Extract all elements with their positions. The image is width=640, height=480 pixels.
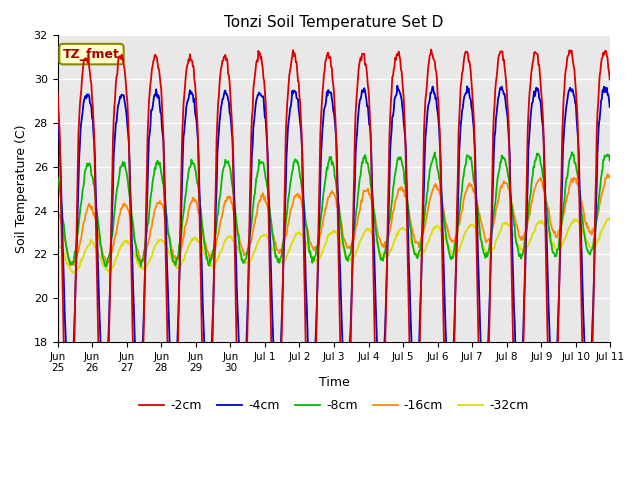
Line: -4cm: -4cm — [58, 86, 610, 400]
-16cm — [391, 198, 399, 204]
Line: -2cm: -2cm — [58, 49, 610, 480]
Line: -8cm: -8cm — [58, 152, 610, 266]
Text: TZ_fmet: TZ_fmet — [63, 48, 120, 60]
-4cm — [135, 397, 143, 403]
Title: Tonzi Soil Temperature Set D: Tonzi Soil Temperature Set D — [224, 15, 444, 30]
-2cm — [248, 114, 256, 120]
-32cm — [54, 243, 61, 249]
-8cm — [568, 149, 576, 155]
-8cm — [422, 201, 430, 207]
-32cm — [221, 239, 228, 244]
-4cm — [423, 118, 431, 124]
-4cm — [269, 326, 276, 332]
Line: -32cm: -32cm — [58, 218, 610, 273]
-32cm — [248, 255, 256, 261]
X-axis label: Time: Time — [319, 376, 349, 389]
-32cm — [119, 240, 127, 246]
-32cm — [269, 246, 276, 252]
Line: -16cm: -16cm — [58, 174, 610, 265]
-32cm — [606, 216, 614, 222]
-32cm — [605, 216, 613, 221]
-2cm — [422, 91, 430, 97]
-32cm — [422, 244, 430, 250]
-16cm — [604, 171, 611, 177]
-32cm — [391, 237, 399, 242]
-16cm — [67, 263, 74, 268]
-8cm — [606, 157, 614, 163]
Legend: -2cm, -4cm, -8cm, -16cm, -32cm: -2cm, -4cm, -8cm, -16cm, -32cm — [134, 394, 534, 417]
-2cm — [118, 57, 126, 62]
-4cm — [391, 94, 399, 100]
-8cm — [119, 159, 127, 165]
-16cm — [422, 217, 430, 223]
-4cm — [118, 93, 126, 98]
-2cm — [606, 76, 614, 82]
-4cm — [606, 104, 614, 109]
-16cm — [221, 201, 228, 207]
-16cm — [248, 235, 256, 240]
-16cm — [606, 173, 614, 179]
-8cm — [391, 171, 399, 177]
-16cm — [119, 202, 127, 207]
-8cm — [54, 175, 61, 180]
-8cm — [248, 217, 256, 223]
-2cm — [269, 410, 276, 416]
-2cm — [221, 54, 228, 60]
-2cm — [54, 89, 61, 95]
-8cm — [221, 164, 228, 169]
-4cm — [54, 110, 61, 116]
-16cm — [269, 232, 276, 238]
Y-axis label: Soil Temperature (C): Soil Temperature (C) — [15, 124, 28, 253]
-4cm — [248, 152, 256, 157]
-2cm — [428, 47, 435, 52]
-8cm — [102, 264, 110, 269]
-2cm — [391, 55, 399, 60]
-16cm — [54, 207, 61, 213]
-4cm — [221, 89, 228, 95]
-4cm — [394, 83, 401, 89]
-32cm — [70, 270, 78, 276]
-8cm — [269, 235, 276, 240]
